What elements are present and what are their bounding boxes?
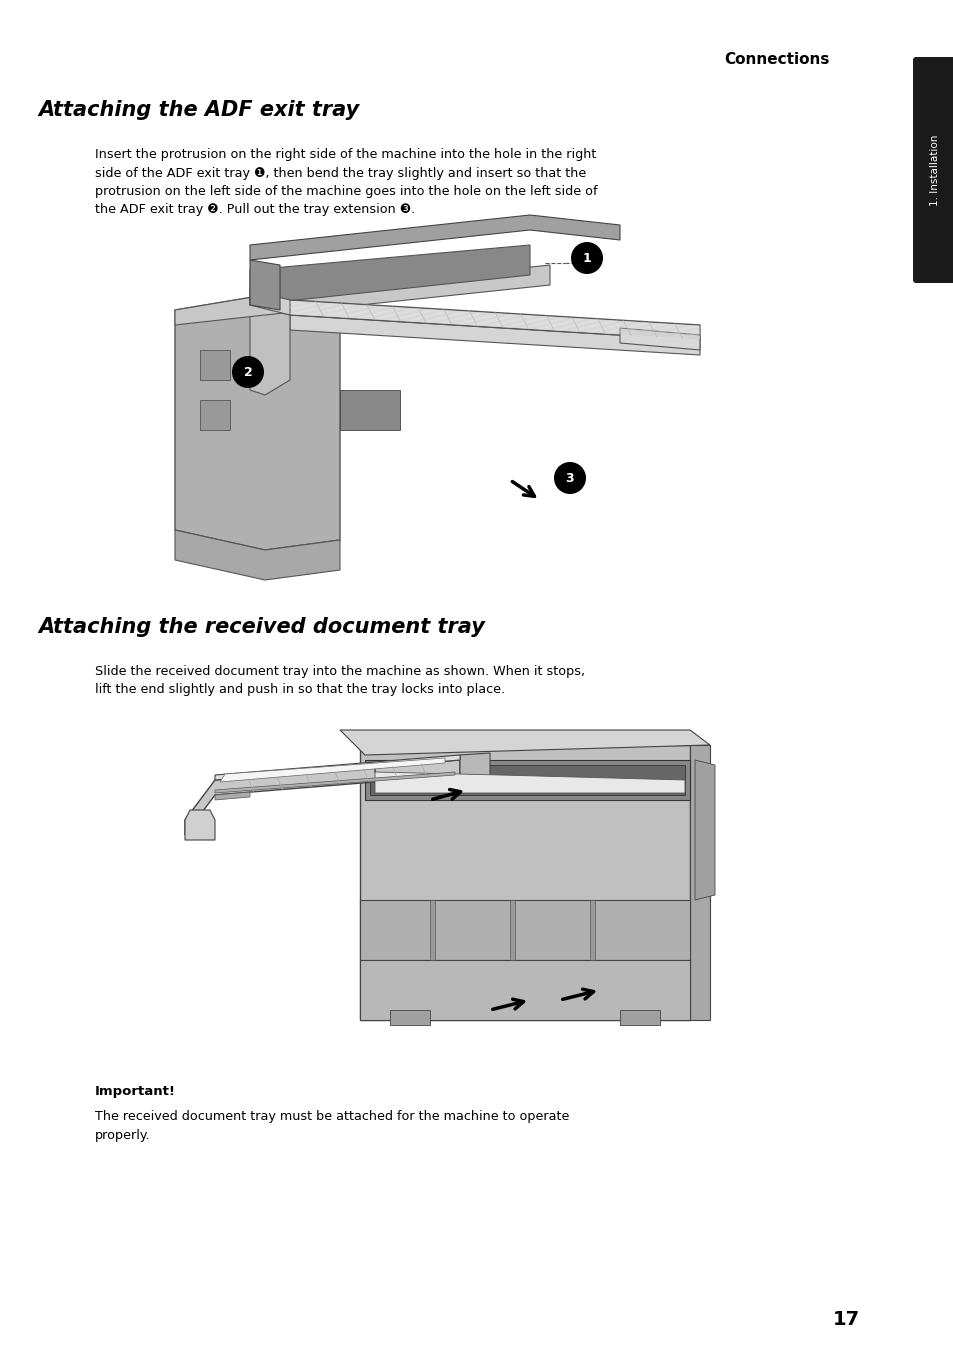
Circle shape — [571, 242, 602, 274]
Polygon shape — [214, 772, 455, 794]
Polygon shape — [695, 760, 714, 900]
Polygon shape — [200, 350, 230, 380]
Text: 3: 3 — [565, 472, 574, 484]
Polygon shape — [359, 745, 689, 1019]
Polygon shape — [185, 810, 214, 840]
Polygon shape — [375, 768, 684, 794]
Polygon shape — [185, 760, 459, 836]
Polygon shape — [250, 289, 290, 315]
Polygon shape — [290, 315, 700, 356]
Polygon shape — [214, 754, 459, 780]
Polygon shape — [365, 760, 689, 800]
Polygon shape — [510, 900, 515, 960]
Text: Attaching the received document tray: Attaching the received document tray — [38, 617, 484, 637]
Polygon shape — [250, 260, 280, 310]
Polygon shape — [619, 329, 700, 350]
Text: Slide the received document tray into the machine as shown. When it stops,
lift : Slide the received document tray into th… — [95, 665, 584, 696]
Polygon shape — [220, 758, 444, 781]
Text: Attaching the ADF exit tray: Attaching the ADF exit tray — [38, 100, 359, 120]
Text: Connections: Connections — [724, 51, 829, 68]
Polygon shape — [430, 900, 435, 960]
Polygon shape — [174, 265, 550, 324]
Polygon shape — [250, 245, 530, 306]
Polygon shape — [174, 530, 339, 580]
Polygon shape — [390, 1010, 430, 1025]
Polygon shape — [370, 765, 684, 795]
Circle shape — [232, 356, 264, 388]
Polygon shape — [290, 300, 700, 339]
Polygon shape — [459, 753, 490, 780]
Text: 17: 17 — [832, 1310, 859, 1329]
Polygon shape — [250, 215, 619, 260]
Text: 2: 2 — [243, 365, 253, 379]
Polygon shape — [214, 792, 250, 800]
Polygon shape — [250, 306, 290, 395]
Text: Important!: Important! — [95, 1086, 175, 1098]
Text: The received document tray must be attached for the machine to operate
properly.: The received document tray must be attac… — [95, 1110, 569, 1141]
Text: Insert the protrusion on the right side of the machine into the hole in the righ: Insert the protrusion on the right side … — [95, 147, 597, 216]
Text: 1: 1 — [582, 251, 591, 265]
Polygon shape — [359, 960, 689, 1019]
Text: 1. Installation: 1. Installation — [929, 134, 939, 206]
Polygon shape — [359, 900, 689, 960]
Polygon shape — [619, 1010, 659, 1025]
Polygon shape — [200, 400, 230, 430]
Polygon shape — [339, 730, 709, 754]
Polygon shape — [689, 745, 709, 1019]
Circle shape — [554, 462, 585, 493]
Polygon shape — [339, 389, 399, 430]
Polygon shape — [174, 295, 339, 550]
Polygon shape — [589, 900, 595, 960]
FancyBboxPatch shape — [912, 57, 953, 283]
